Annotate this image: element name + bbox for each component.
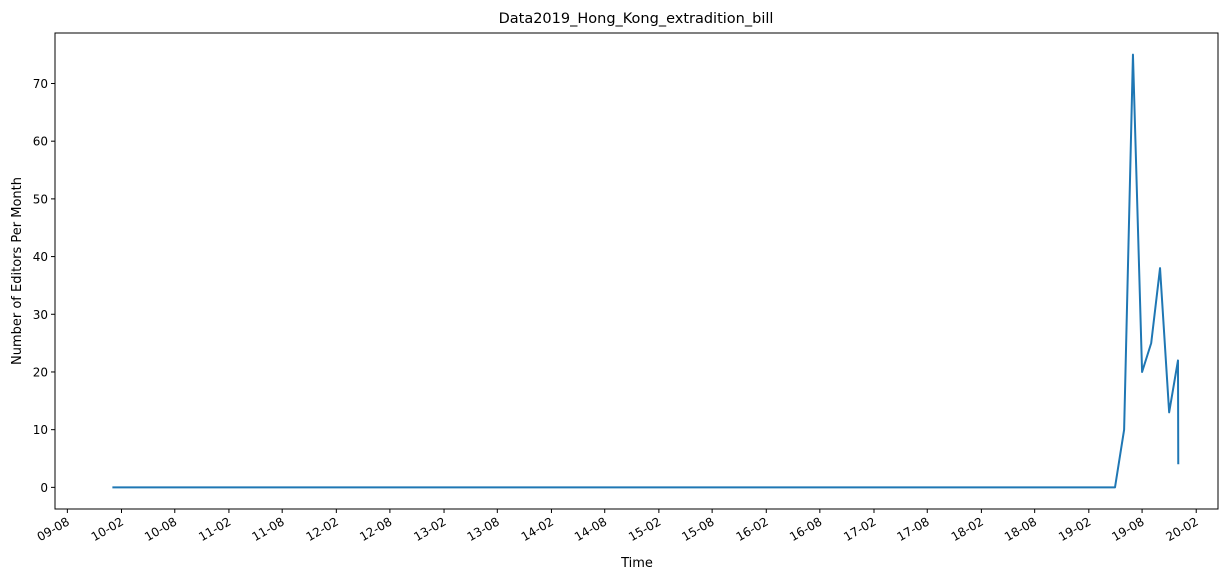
- y-tick-label: 30: [33, 308, 48, 322]
- x-tick-label: 16-02: [734, 514, 771, 544]
- plot-frame: [54, 32, 1219, 510]
- y-tick-label: 70: [33, 77, 48, 91]
- x-axis-label: Time: [620, 556, 653, 571]
- x-tick-label: 17-02: [841, 514, 878, 544]
- x-tick-label: 11-02: [196, 514, 233, 544]
- plot-area: 0 10 20 30 40 50 60 70 09-08 10-02 10-08 11-02 11-0…: [33, 32, 1219, 544]
- x-tick-label: 10-02: [89, 514, 126, 544]
- x-tick-label: 20-02: [1164, 514, 1201, 544]
- x-tick-label: 18-08: [1002, 514, 1039, 544]
- x-tick-label: 14-08: [572, 514, 609, 544]
- x-tick-label: 09-08: [35, 514, 72, 544]
- x-tick-label: 16-08: [787, 514, 824, 544]
- y-axis-ticks: 0 10 20 30 40 50 60 70: [33, 77, 55, 495]
- x-tick-label: 19-08: [1109, 514, 1146, 544]
- x-tick-label: 15-02: [626, 514, 663, 544]
- y-tick-label: 50: [33, 192, 48, 206]
- y-tick-label: 40: [33, 250, 48, 264]
- x-tick-label: 12-08: [357, 514, 394, 544]
- x-tick-label: 13-08: [465, 514, 502, 544]
- x-tick-label: 14-02: [519, 514, 556, 544]
- series-layer: [112, 53, 1180, 489]
- x-tick-label: 12-02: [304, 514, 341, 544]
- x-tick-label: 19-02: [1056, 514, 1093, 544]
- x-axis-ticks: 09-08 10-02 10-08 11-02 11-08 12-02 12-08 13-02…: [35, 509, 1201, 544]
- x-tick-label: 13-02: [411, 514, 448, 544]
- y-tick-label: 60: [33, 135, 48, 149]
- y-tick-label: 0: [40, 481, 48, 495]
- x-tick-label: 10-08: [142, 514, 179, 544]
- x-tick-label: 17-08: [895, 514, 932, 544]
- x-tick-label: 18-02: [949, 514, 986, 544]
- series-line: [112, 53, 1180, 489]
- y-axis-label: Number of Editors Per Month: [10, 177, 25, 365]
- x-tick-label: 15-08: [679, 514, 716, 544]
- y-tick-label: 20: [33, 365, 48, 379]
- chart-title: Data2019_Hong_Kong_extradition_bill: [499, 11, 774, 27]
- x-tick-label: 11-08: [249, 514, 286, 544]
- y-tick-label: 10: [33, 423, 48, 437]
